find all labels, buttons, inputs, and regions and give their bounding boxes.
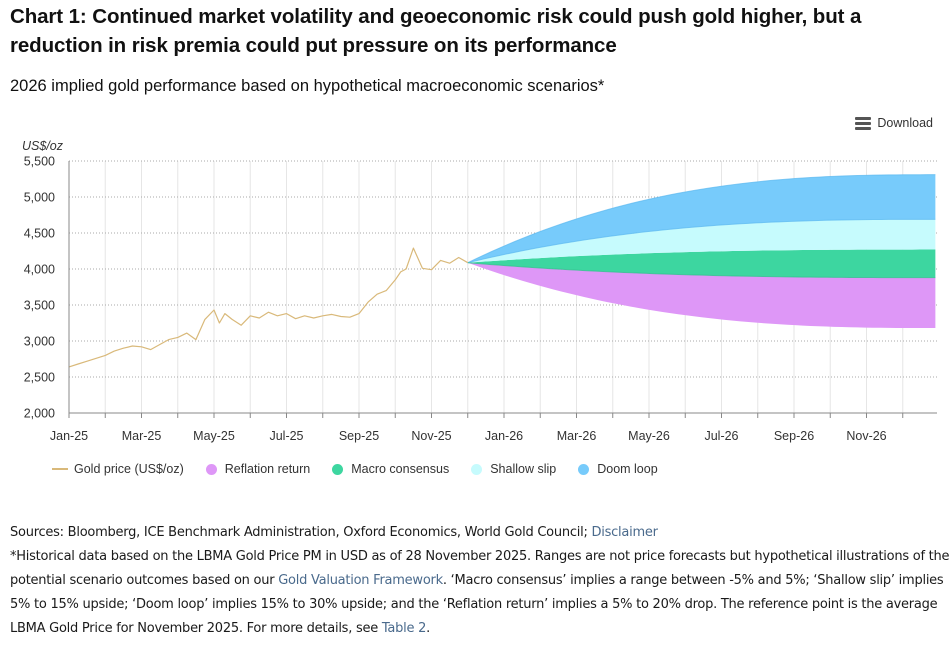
legend-dot-icon [471, 463, 483, 475]
footnote-end: . [426, 621, 431, 636]
gold-price-series [68, 247, 469, 368]
legend-label: Reflation return [224, 462, 311, 476]
legend-item-macro-consensus[interactable]: Macro consensus [332, 462, 449, 476]
gold-valuation-framework-link[interactable]: Gold Valuation Framework [278, 573, 443, 588]
footnote-text: . ‘Macro consensus’ implies a range betw… [10, 573, 944, 636]
disclaimer-link[interactable]: Disclaimer [591, 525, 658, 540]
x-tick-label: Sep-26 [774, 429, 814, 443]
chart-subtitle: 2026 implied gold performance based on h… [10, 77, 605, 95]
legend-dot-icon [332, 463, 344, 475]
gold-price-line [68, 247, 469, 368]
footnote: *Historical data based on the LBMA Gold … [10, 545, 950, 641]
chart-plot: 2,000 2,500 3,000 3,500 4,000 4,500 5,000 5,500… [22, 139, 939, 443]
band-edge-line [467, 174, 936, 264]
band-edge-line [467, 262, 936, 279]
y-tick-label: 5,000 [24, 191, 55, 205]
axes: 2,000 2,500 3,000 3,500 4,000 4,500 5,000 5,500… [24, 155, 937, 443]
reflation-return-band [467, 262, 936, 329]
y-tick-label: 2,500 [24, 371, 55, 385]
x-tick-label: May-26 [628, 429, 670, 443]
download-button[interactable]: Download [855, 116, 933, 130]
legend-label: Shallow slip [490, 462, 557, 476]
y-tick-label: 5,500 [24, 155, 55, 169]
shallow-slip-band [467, 219, 936, 263]
table-2-link[interactable]: Table 2 [381, 621, 427, 636]
y-tick-label: 3,000 [24, 335, 55, 349]
legend: Gold price (US$/oz) Reflation return Mac… [52, 462, 680, 476]
legend-label: Doom loop [597, 462, 658, 476]
x-tick-label: Jul-25 [269, 429, 303, 443]
doom-loop-band [467, 174, 936, 263]
sources-line: Sources: Bloomberg, ICE Benchmark Admini… [10, 521, 950, 545]
x-tick-label: Jan-26 [485, 429, 523, 443]
y-tick-label: 4,500 [24, 227, 55, 241]
y-axis-label: US$/oz [22, 139, 64, 153]
legend-label: Gold price (US$/oz) [74, 462, 184, 476]
legend-dot-icon [205, 463, 217, 475]
legend-item-reflation-return[interactable]: Reflation return [205, 462, 311, 476]
sources-text: Sources: Bloomberg, ICE Benchmark Admini… [10, 525, 592, 540]
x-tick-label: Sep-25 [339, 429, 379, 443]
band-edge-line [467, 218, 936, 264]
download-label: Download [877, 116, 933, 130]
x-tick-label: May-25 [193, 429, 235, 443]
x-tick-label: Nov-26 [846, 429, 886, 443]
y-tick-label: 4,000 [24, 263, 55, 277]
x-tick-label: Jan-25 [50, 429, 88, 443]
chart-title: Chart 1: Continued market volatility and… [10, 5, 862, 57]
legend-line-icon [52, 468, 68, 470]
legend-item-shallow-slip[interactable]: Shallow slip [471, 462, 556, 476]
legend-label: Macro consensus [351, 462, 450, 476]
y-tick-label: 3,500 [24, 299, 55, 313]
legend-item-gold-price[interactable]: Gold price (US$/oz) [52, 462, 184, 476]
menu-icon [855, 117, 872, 130]
x-tick-label: Mar-26 [557, 429, 597, 443]
chart-notes: Sources: Bloomberg, ICE Benchmark Admini… [10, 521, 950, 641]
macro-consensus-band [467, 249, 936, 278]
legend-item-doom-loop[interactable]: Doom loop [578, 462, 658, 476]
scenario-bands [467, 174, 936, 329]
legend-dot-icon [578, 463, 590, 475]
x-tick-label: Jul-26 [704, 429, 738, 443]
x-tick-label: Nov-25 [411, 429, 451, 443]
footnote-text: *Historical data based on the LBMA Gold … [10, 549, 950, 588]
y-tick-label: 2,000 [24, 407, 55, 421]
x-tick-label: Mar-25 [122, 429, 162, 443]
